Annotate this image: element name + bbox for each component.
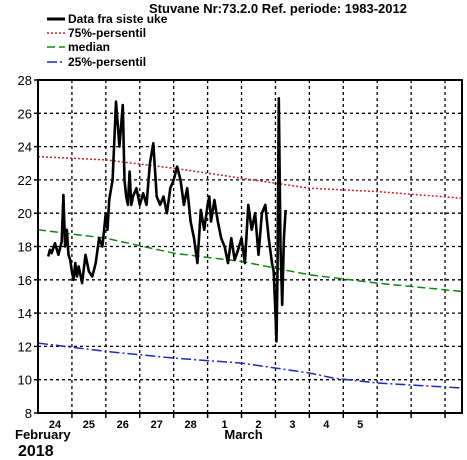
series-line-75-persentil (37, 155, 463, 199)
legend-label: Data fra siste uke (68, 12, 168, 26)
month-label: March (224, 427, 262, 442)
x-tick-label: 24 (49, 419, 62, 431)
chart-title: Stuvane Nr:73.2.0 Ref. periode: 1983-201… (149, 1, 407, 16)
y-tick-label: 10 (18, 373, 32, 388)
y-axis: 8 10 12 14 16 18 20 22 24 26 28 (18, 73, 38, 421)
month-label: February (15, 427, 71, 442)
x-axis: 24 25 26 27 28 1 2 3 4 5 February March (15, 413, 446, 442)
y-tick-label: 16 (18, 273, 32, 288)
y-tick-label: 28 (18, 73, 32, 88)
legend-label: median (68, 40, 110, 54)
y-tick-label: 26 (18, 106, 32, 121)
series-line-data-fra-siste-uke (46, 97, 287, 343)
x-tick-label: 28 (185, 419, 197, 431)
series-layer (37, 97, 463, 389)
legend: Data fra siste uke75%-persentilmedian25%… (47, 12, 168, 69)
legend-label: 75%-persentil (68, 26, 146, 40)
y-tick-label: 8 (25, 406, 32, 421)
year-label: 2018 (18, 443, 54, 460)
x-tick-label: 25 (83, 419, 95, 431)
x-tick-label: 26 (117, 419, 129, 431)
series-line-median (37, 229, 463, 293)
x-tick-label: 1 (221, 419, 227, 431)
y-tick-label: 12 (18, 339, 32, 354)
y-tick-label: 24 (18, 140, 32, 155)
series-line-25-persentil (37, 342, 463, 389)
x-tick-label: 4 (323, 419, 330, 431)
y-tick-label: 14 (18, 306, 32, 321)
y-tick-label: 20 (18, 206, 32, 221)
x-tick-label: 2 (255, 419, 261, 431)
legend-label: 25%-persentil (68, 55, 146, 69)
y-tick-label: 22 (18, 173, 32, 188)
x-tick-label: 3 (289, 419, 295, 431)
y-tick-label: 18 (18, 240, 32, 255)
x-tick-label: 5 (357, 419, 363, 431)
x-tick-label: 27 (151, 419, 163, 431)
